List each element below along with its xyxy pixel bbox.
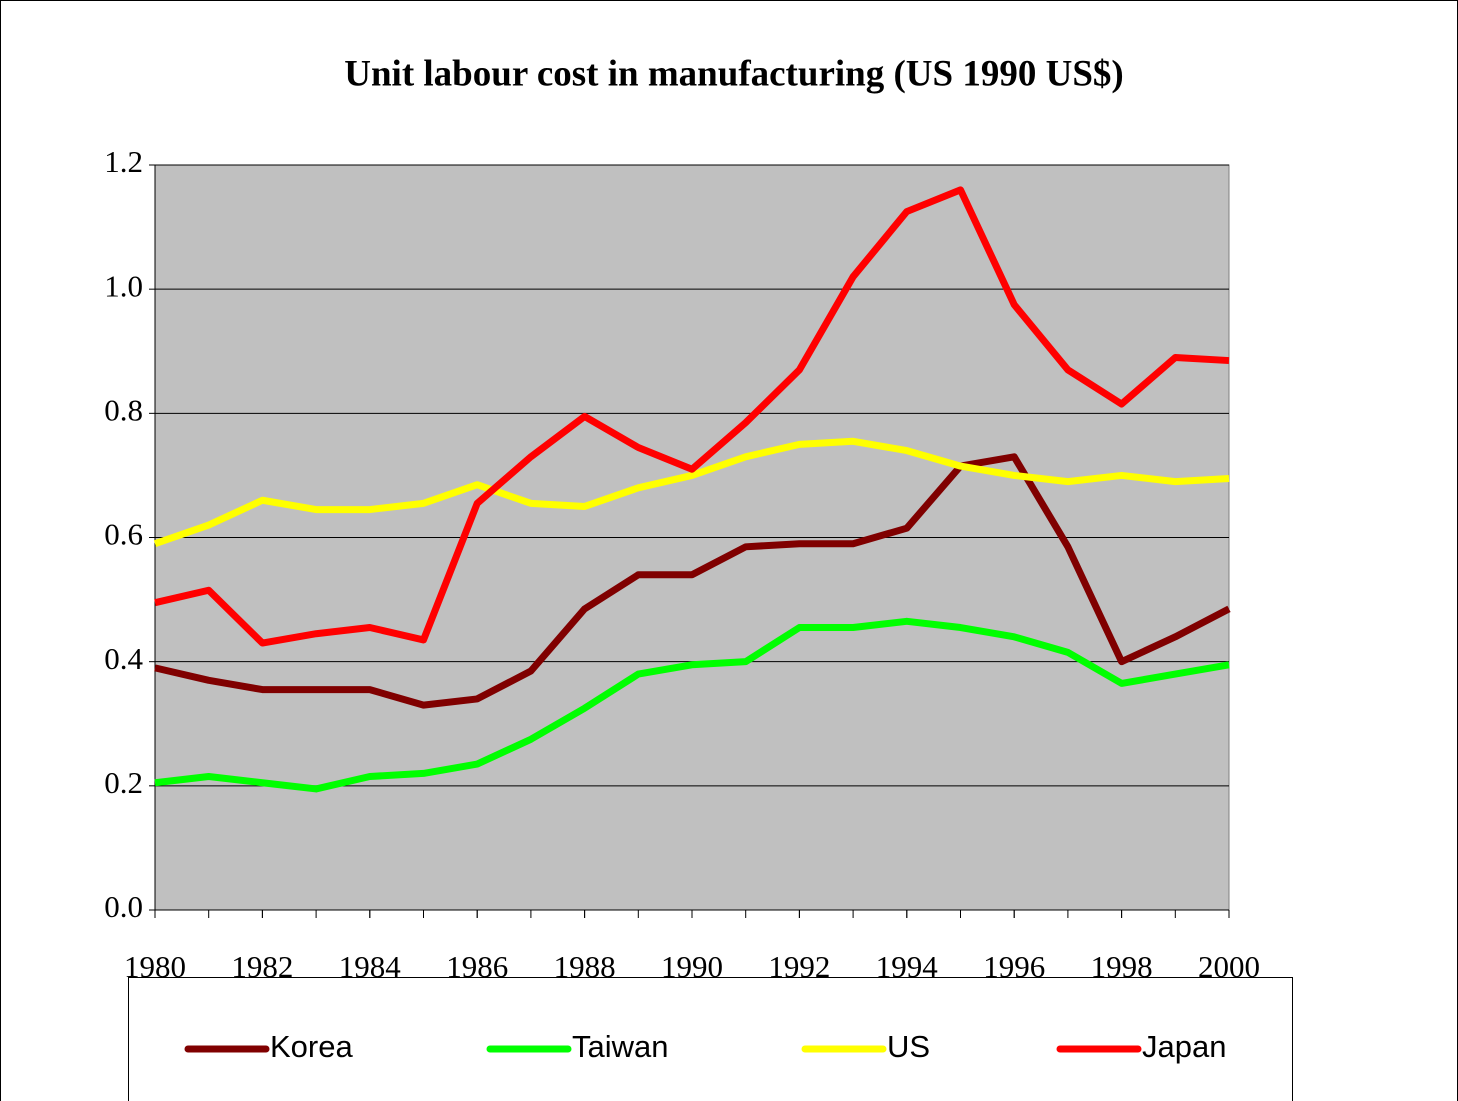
legend-label: Taiwan [572,1029,669,1064]
y-tick-label: 1.2 [104,144,143,179]
x-tick-label: 1992 [768,949,830,984]
y-tick-label: 0.8 [104,392,143,427]
chart-title: Unit labour cost in manufacturing (US 19… [344,53,1123,94]
x-tick-label: 1980 [124,949,186,984]
x-tick-label: 1986 [446,949,508,984]
x-tick-label: 1994 [876,949,939,984]
series-line [154,617,1230,793]
x-tick-label: 1990 [661,949,723,984]
legend-label: Japan [1142,1029,1226,1064]
series-line [154,453,1231,709]
x-tick-label: 1998 [1091,949,1153,984]
x-tick-label: 2000 [1198,949,1260,984]
x-tick-label: 1984 [339,949,402,984]
legend-label: US [887,1029,930,1064]
legend-label: Korea [270,1029,353,1064]
y-tick-label: 1.0 [104,268,143,303]
series-line [153,437,1230,548]
x-tick-label: 1996 [983,949,1045,984]
y-tick-label: 0.2 [104,765,143,800]
x-tick-label: 1988 [554,949,616,984]
legend [128,977,1293,1101]
series-line [154,186,1230,647]
x-tick-label: 1982 [231,949,293,984]
y-tick-label: 0.0 [104,889,143,924]
y-tick-label: 0.4 [104,641,143,676]
y-tick-label: 0.6 [104,517,143,552]
